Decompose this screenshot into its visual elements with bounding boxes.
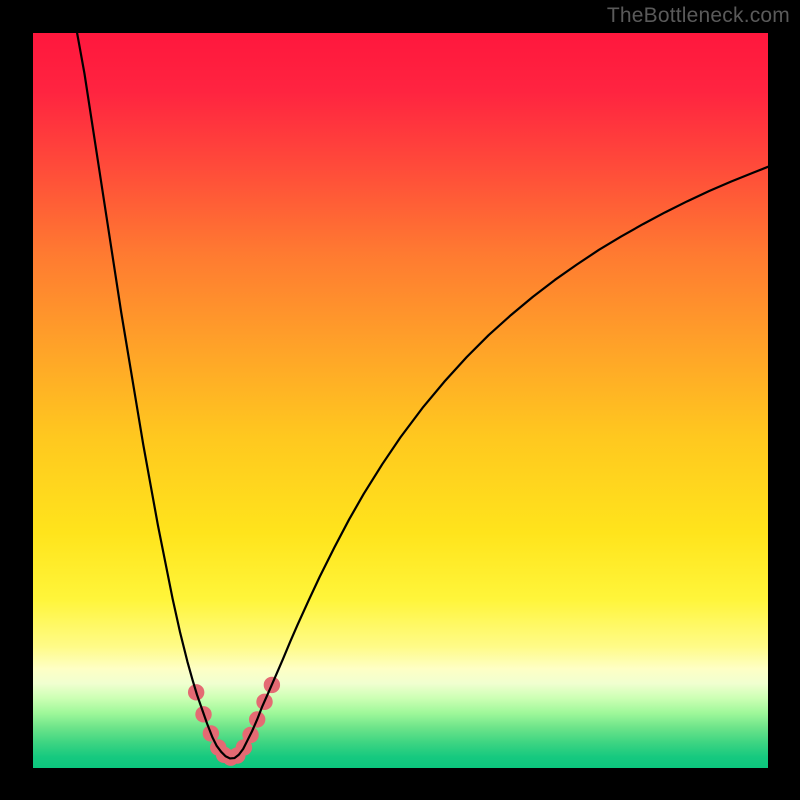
chart-container: TheBottleneck.com [0, 0, 800, 800]
bottleneck-chart [0, 0, 800, 800]
chart-background-gradient [33, 33, 768, 768]
watermark-text: TheBottleneck.com [607, 4, 790, 28]
